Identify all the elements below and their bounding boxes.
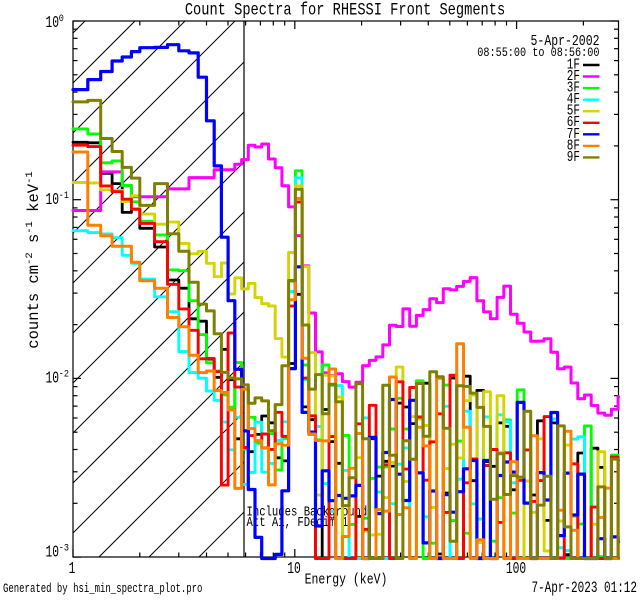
svg-text:3F: 3F <box>567 79 580 96</box>
svg-text:Generated by hsi_min_spectra_p: Generated by hsi_min_spectra_plot.pro <box>3 583 202 597</box>
svg-text:5F: 5F <box>567 102 580 119</box>
svg-text:100: 100 <box>506 560 526 579</box>
svg-text:Att A1, FDecim 1: Att A1, FDecim 1 <box>247 515 349 531</box>
svg-text:08:55:00 to 08:56:00: 08:55:00 to 08:56:00 <box>477 45 599 61</box>
svg-text:-2: -2 <box>59 368 69 380</box>
svg-text:-3: -3 <box>59 542 70 554</box>
svg-text:7-Apr-2023 01:12: 7-Apr-2023 01:12 <box>531 580 637 597</box>
svg-text:Energy (keV): Energy (keV) <box>305 572 388 589</box>
svg-text:6F: 6F <box>567 114 580 131</box>
svg-text:10: 10 <box>45 14 59 33</box>
svg-text:5-Apr-2002: 5-Apr-2002 <box>531 34 600 51</box>
svg-text:Count Spectra for RHESSI Front: Count Spectra for RHESSI Front Segments <box>185 0 505 20</box>
svg-text:4F: 4F <box>567 91 580 108</box>
svg-text:9F: 9F <box>567 149 580 166</box>
svg-text:1: 1 <box>69 560 76 579</box>
svg-text:-1: -1 <box>59 190 70 202</box>
svg-text:2F: 2F <box>567 68 580 85</box>
svg-text:10: 10 <box>287 560 301 579</box>
svg-text:10: 10 <box>45 191 59 210</box>
svg-text:1F: 1F <box>567 56 580 73</box>
svg-text:counts cm-2 s-1 keV-1: counts cm-2 s-1 keV-1 <box>24 171 43 348</box>
svg-text:10: 10 <box>45 370 59 389</box>
svg-text:0: 0 <box>59 13 64 25</box>
svg-text:10: 10 <box>45 544 59 563</box>
svg-text:7F: 7F <box>567 125 580 142</box>
svg-text:8F: 8F <box>567 137 580 154</box>
